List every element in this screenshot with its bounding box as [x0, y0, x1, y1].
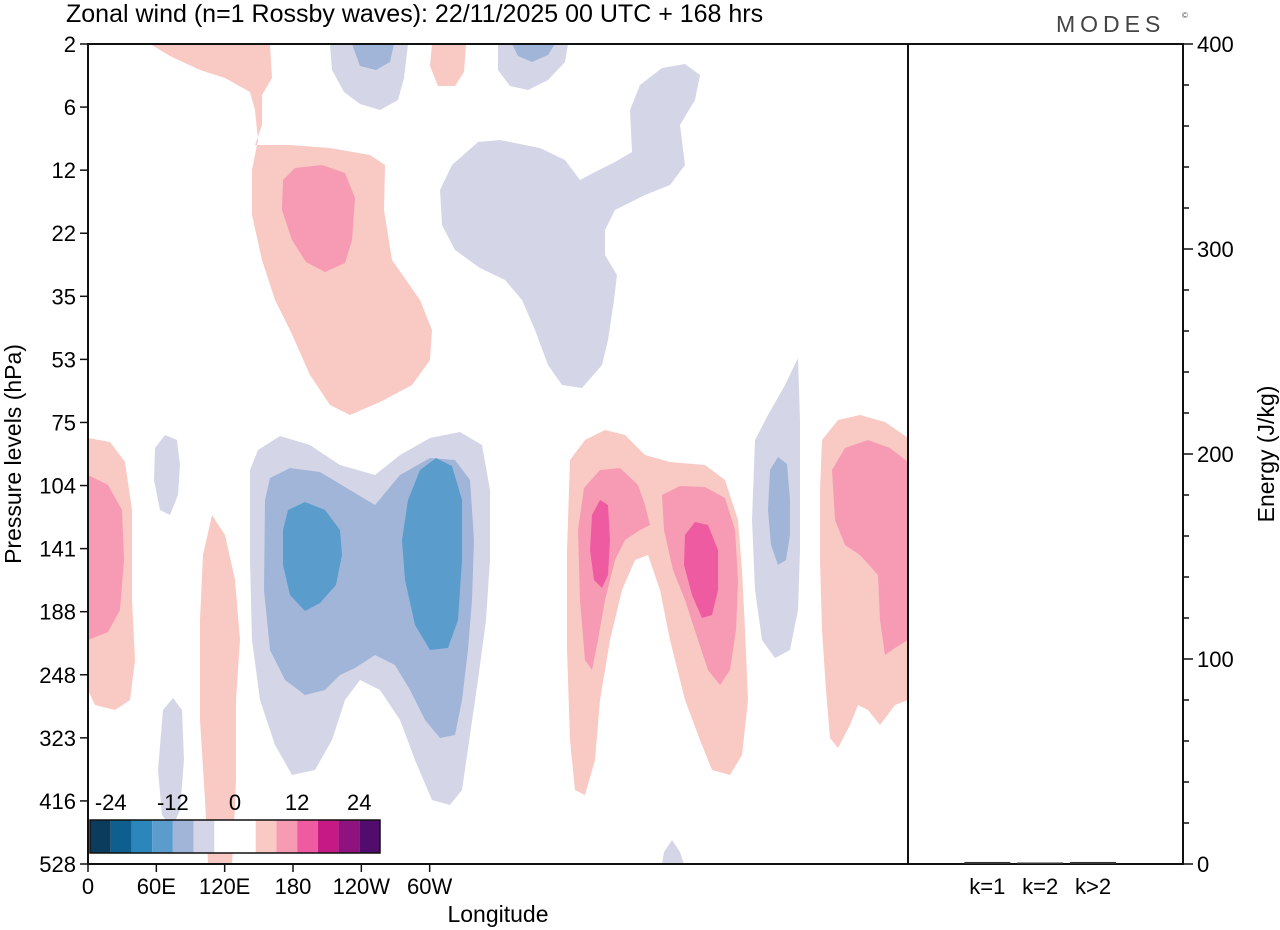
y-tick-label: 248 — [39, 663, 76, 688]
colorbar-swatch — [172, 820, 194, 853]
contour-pos-lower-left-edge-core — [88, 475, 124, 640]
colorbar-swatch — [276, 820, 298, 853]
y-tick-label: 528 — [39, 852, 76, 877]
x-axis-label: Longitude — [447, 901, 548, 927]
colorbar-swatch — [317, 820, 339, 853]
y-tick-label: 75 — [52, 410, 76, 435]
y-tick-label: 12 — [52, 158, 76, 183]
y-axis-label: Pressure levels (hPa) — [0, 344, 26, 564]
energy-bar — [1070, 861, 1117, 864]
y-tick-label: 141 — [39, 537, 76, 562]
energy-panel: k=1 k=2 k>2 0 100 200 300 400 — [907, 32, 1234, 899]
energy-tick-label: 400 — [1197, 32, 1234, 57]
logo-copyright-mark: © — [1182, 11, 1188, 20]
contour-plot-area — [87, 43, 909, 865]
colorbar-label: 12 — [285, 790, 309, 815]
contour-pos-core-a — [590, 500, 610, 588]
contour-pos-narrow-column — [200, 515, 240, 864]
energy-tick-label: 200 — [1197, 442, 1234, 467]
contour-neg-top-mid-core — [512, 44, 555, 62]
x-tick-label: 60E — [137, 874, 176, 899]
x-tick-label: 180 — [275, 874, 312, 899]
y-tick-label: 2 — [64, 32, 76, 57]
colorbar-swatch — [359, 820, 380, 853]
y-tick-label: 323 — [39, 726, 76, 751]
energy-tick-label: 300 — [1197, 237, 1234, 262]
colorbar-label: 24 — [347, 790, 371, 815]
colorbar-swatch — [214, 820, 235, 853]
contour-neg-bottom-small — [662, 840, 684, 864]
contour-neg-core-left — [283, 502, 342, 611]
contour-pos-top-small — [430, 44, 466, 86]
y-tick-label: 104 — [39, 474, 76, 499]
contour-neg-core-right — [402, 458, 462, 650]
energy-bar — [1017, 862, 1064, 864]
y-tick-label: 35 — [52, 284, 76, 309]
contour-neg-thin-column — [158, 698, 184, 828]
energy-bar-label: k=1 — [969, 874, 1005, 899]
y-tick-label: 416 — [39, 789, 76, 814]
energy-axis-label: Energy (J/kg) — [1253, 386, 1279, 523]
contour-neg-right-column-core — [768, 457, 790, 565]
x-tick-label: 120E — [199, 874, 250, 899]
colorbar-swatch — [297, 820, 318, 853]
contour-neg-upper-center — [440, 64, 700, 388]
colorbar-swatch — [193, 820, 215, 853]
contour-neg-small-blob — [154, 435, 180, 515]
y-tick-label: 188 — [39, 600, 76, 625]
energy-bar-label: k>2 — [1075, 874, 1111, 899]
colorbar-swatch — [338, 820, 360, 853]
colorbar-swatch — [152, 820, 173, 853]
x-tick-label: 120W — [333, 874, 391, 899]
colorbar-label: -24 — [95, 790, 127, 815]
energy-tick-label: 0 — [1197, 852, 1209, 877]
contour-pos-upper-left-core — [282, 165, 355, 272]
colorbar-swatch — [235, 820, 256, 853]
colorbar-label: -12 — [157, 790, 189, 815]
x-tick-label: 0 — [82, 874, 94, 899]
energy-panel-frame — [907, 43, 1184, 865]
colorbar-frame — [89, 819, 381, 854]
contour-pos-core-b — [684, 522, 718, 618]
y-tick-label: 53 — [52, 347, 76, 372]
modes-logo: MODES — [1056, 11, 1165, 37]
contour-neg-top-left-core — [352, 44, 394, 70]
colorbar-label: 0 — [229, 790, 241, 815]
colorbar-swatch — [255, 820, 277, 853]
y-tick-label: 6 — [64, 95, 76, 120]
energy-tick-label: 100 — [1197, 647, 1234, 672]
y-tick-label: 22 — [52, 221, 76, 246]
chart-title: Zonal wind (n=1 Rossby waves): 22/11/202… — [66, 0, 763, 28]
energy-bar — [964, 861, 1011, 864]
energy-bar-label: k=2 — [1022, 874, 1058, 899]
colorbar-swatch — [90, 820, 111, 853]
contour-neg-top-mid — [498, 44, 568, 90]
colorbar: -24 -12 0 12 24 — [89, 790, 381, 854]
contour-pos-right-edge-core — [832, 440, 908, 655]
colorbar-swatch — [110, 820, 132, 853]
colorbar-swatch — [131, 820, 153, 853]
x-tick-label: 60W — [407, 874, 452, 899]
